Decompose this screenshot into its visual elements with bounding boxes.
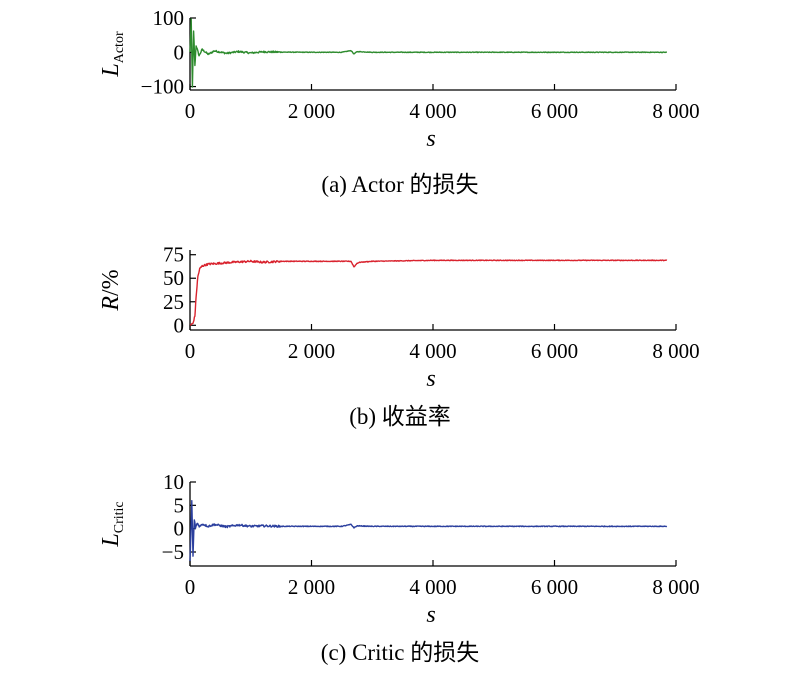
x-axis-label: s — [426, 366, 435, 392]
y-tick-label: 100 — [153, 6, 185, 30]
x-tick-label: 8 000 — [652, 339, 699, 363]
y-axis-label: LCritic — [98, 501, 127, 547]
y-tick-label: −5 — [162, 540, 184, 564]
x-axis-label: s — [426, 602, 435, 628]
x-tick-label: 2 000 — [288, 99, 335, 123]
y-tick-label: 0 — [174, 40, 185, 64]
x-tick-label: 4 000 — [409, 339, 456, 363]
x-tick-label: 2 000 — [288, 575, 335, 599]
chart-caption: (b) 收益率 — [349, 404, 451, 429]
y-tick-label: 0 — [174, 517, 185, 541]
y-tick-label: 75 — [163, 243, 184, 267]
y-axis-label: LActor — [98, 31, 127, 78]
y-tick-label: 0 — [174, 313, 185, 337]
x-tick-label: 0 — [185, 575, 196, 599]
series-line-c — [189, 500, 668, 562]
series-line-a — [189, 18, 668, 88]
x-tick-label: 2 000 — [288, 339, 335, 363]
x-axis-label: s — [426, 126, 435, 152]
y-axis-label: R/% — [98, 269, 124, 311]
chart-caption: (c) Critic 的损失 — [321, 640, 479, 665]
y-tick-label: 50 — [163, 266, 184, 290]
x-tick-label: 0 — [185, 99, 196, 123]
x-tick-label: 0 — [185, 339, 196, 363]
y-tick-label: 25 — [163, 290, 184, 314]
x-tick-label: 8 000 — [652, 99, 699, 123]
y-tick-label: 5 — [174, 493, 185, 517]
x-tick-label: 8 000 — [652, 575, 699, 599]
y-tick-label: 10 — [163, 470, 184, 494]
chart-caption: (a) Actor 的损失 — [321, 172, 478, 197]
x-tick-label: 6 000 — [531, 575, 578, 599]
y-tick-label: −100 — [141, 75, 184, 99]
x-tick-label: 6 000 — [531, 339, 578, 363]
x-tick-label: 4 000 — [409, 575, 456, 599]
x-tick-label: 4 000 — [409, 99, 456, 123]
series-line-b — [189, 259, 668, 326]
x-tick-label: 6 000 — [531, 99, 578, 123]
